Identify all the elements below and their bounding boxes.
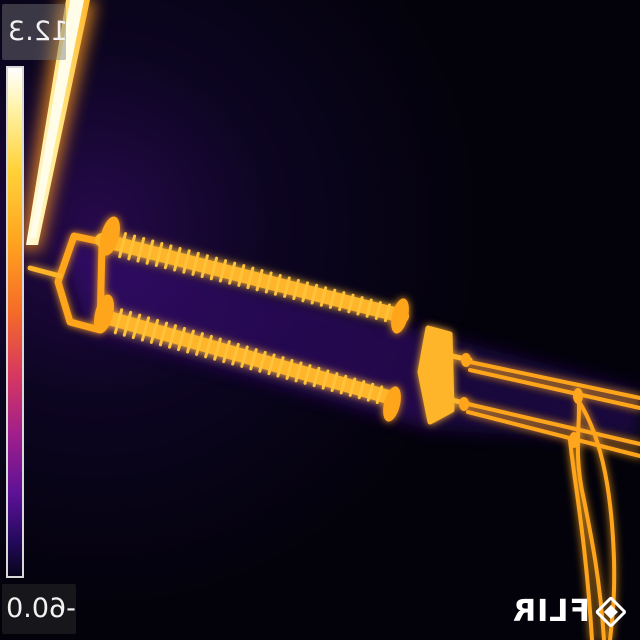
brand-name: FLIR — [512, 594, 590, 629]
insulator-disc — [321, 369, 330, 390]
insulator-disc — [231, 342, 240, 366]
insulator-disc — [118, 232, 127, 259]
insulator-disc — [319, 286, 328, 307]
insulator-disc — [366, 382, 375, 402]
insulator-disc — [113, 308, 124, 335]
insulator-disc — [255, 269, 264, 292]
temp-min-background — [2, 584, 76, 634]
insulator-disc — [375, 385, 384, 404]
insulator-disc — [127, 234, 137, 261]
insulator-disc — [312, 366, 321, 388]
pole-structure — [20, 0, 96, 250]
insulator-disc — [237, 264, 246, 287]
insulator-disc — [357, 380, 366, 400]
insulator-disc — [330, 372, 339, 392]
temp-max-label: 12.3 — [8, 16, 69, 47]
insulator-disc — [328, 288, 337, 309]
insulator-disc — [310, 283, 319, 305]
insulator-disc — [356, 296, 364, 316]
insulator-disc — [267, 353, 276, 376]
insulator-disc — [303, 364, 312, 385]
insulator-disc — [285, 358, 294, 380]
insulator-disc — [240, 345, 249, 368]
insulator-disc — [246, 266, 255, 290]
insulator-disc — [339, 374, 348, 395]
insulator-disc — [301, 281, 309, 303]
insulator-disc — [383, 303, 391, 323]
insulator-disc — [158, 321, 169, 347]
insulator-disc — [182, 249, 191, 274]
insulator-disc — [200, 254, 209, 279]
insulator-disc — [222, 340, 231, 364]
insulator-disc — [186, 329, 195, 354]
insulator-disc — [249, 348, 258, 371]
insulator-disc — [283, 276, 291, 298]
insulator-disc — [145, 239, 155, 265]
insulator-disc — [348, 377, 357, 397]
insulator-disc — [273, 274, 282, 296]
insulator-disc — [122, 310, 133, 337]
temp-max-background — [2, 4, 66, 60]
insulator-disc — [136, 237, 146, 263]
insulator-disc — [264, 271, 273, 294]
insulator-disc — [338, 291, 346, 312]
insulator-disc — [204, 334, 213, 359]
insulator-disc — [276, 356, 285, 378]
insulator-disc — [347, 293, 355, 314]
insulator-disc — [228, 261, 237, 285]
insulator-disc — [168, 324, 177, 349]
insulator-disc — [154, 242, 164, 267]
insulator-disc — [163, 244, 173, 270]
upper-insulator-string — [95, 216, 409, 334]
insulator-disc — [191, 251, 200, 276]
temperature-color-scale — [6, 66, 24, 578]
insulator-disc — [218, 259, 228, 283]
insulator-disc — [209, 256, 218, 281]
insulator-disc — [258, 350, 267, 373]
brand-logo: FLIR — [512, 594, 626, 630]
insulator-disc — [131, 313, 142, 340]
insulator-disc — [177, 326, 186, 352]
insulator-disc — [195, 332, 204, 356]
flir-diamond-icon — [596, 597, 626, 627]
temp-min-label: -60.0 — [6, 593, 76, 624]
insulator-disc — [213, 337, 222, 361]
insulator-disc — [140, 316, 151, 342]
insulator-disc — [149, 318, 160, 344]
insulator-disc — [294, 361, 303, 383]
insulator-disc — [374, 301, 382, 320]
insulator-disc — [292, 278, 300, 301]
insulator-assembly — [27, 216, 473, 425]
insulator-disc — [173, 246, 182, 272]
conductor-lines — [466, 360, 640, 640]
lower-insulator-string — [94, 294, 401, 422]
insulator-disc — [365, 298, 373, 318]
